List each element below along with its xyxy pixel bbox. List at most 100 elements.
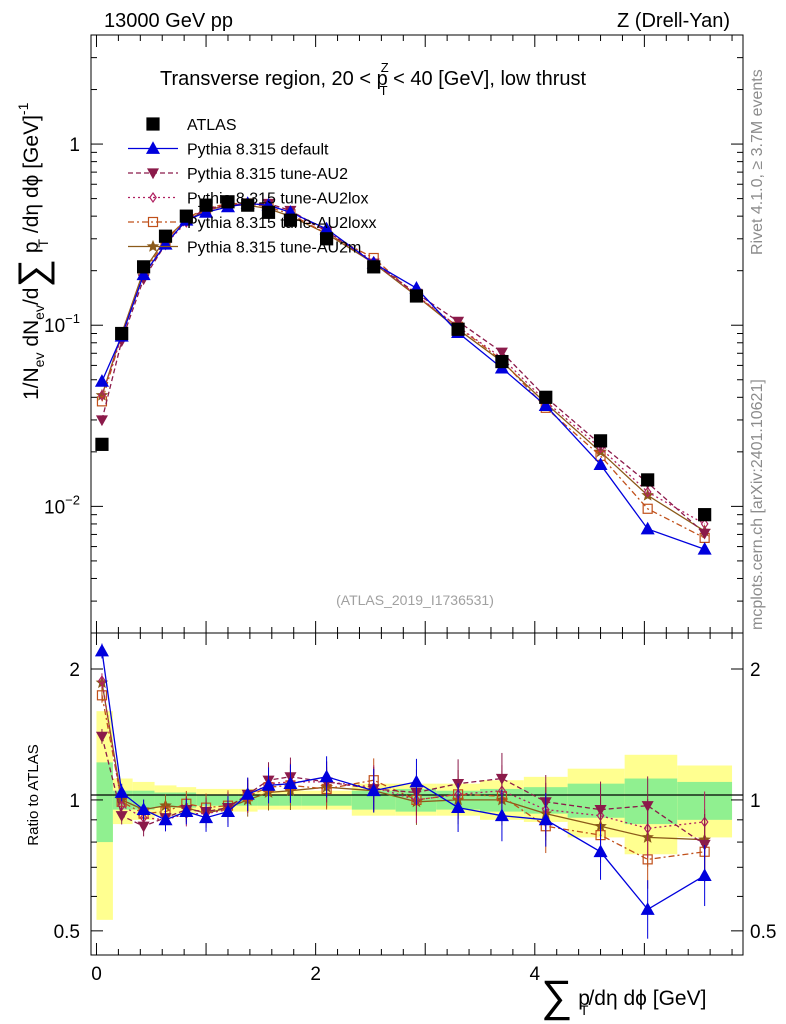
ratio-point-default [640, 902, 655, 915]
ratio-point-default [366, 783, 381, 797]
data-point-au2loxx [642, 503, 653, 514]
legend-entry-default: Pythia 8.315 default [128, 141, 329, 159]
ratio-panel: 0.5 0.5 1 1 2 2 0 2 4 Ratio to ATLAS [25, 632, 776, 985]
data-point-default [640, 521, 655, 535]
main-axis-ticks: 10−2 10−1 1 [44, 34, 743, 634]
ratio-point-default [451, 800, 466, 814]
data-point-au2m [641, 488, 654, 501]
data-point-default [94, 374, 109, 387]
data-point-atlas [221, 195, 235, 209]
legend-entry-au2lox: Pythia 8.315 tune-AU2lox [128, 191, 368, 208]
data-point-atlas [409, 289, 424, 303]
legend-marker-atlas [146, 117, 160, 131]
ratio-point-au2 [137, 821, 150, 833]
legend-marker-default [145, 141, 161, 154]
ratio-point-au2 [594, 805, 607, 816]
x-tick-label: 0 [91, 964, 102, 985]
data-point-atlas [319, 232, 334, 246]
ratio-point-default [136, 802, 151, 816]
ratio-point-default [538, 812, 553, 826]
ratio-point-default [409, 774, 424, 788]
ratio-y-tick-label: 2 [69, 660, 80, 681]
ratio-point-default [261, 778, 276, 791]
data-point-au2 [698, 528, 711, 540]
ratio-point-au2 [698, 839, 711, 851]
ratio-point-default [114, 785, 129, 798]
ratio-point-default [199, 810, 214, 824]
legend-label: ATLAS [187, 117, 237, 134]
data-point-default [593, 457, 608, 471]
legend-marker-au2loxx [147, 216, 159, 228]
data-point-atlas [95, 437, 109, 451]
data-point-atlas [698, 508, 712, 522]
data-point-au2 [95, 415, 108, 427]
data-point-atlas [158, 229, 173, 243]
legend-entry-au2loxx: Pythia 8.315 tune-AU2loxx [128, 215, 376, 232]
ratio-series-default [94, 643, 712, 939]
mcplots-source-label: mcplots.cern.ch [arXiv:2401.10621] [749, 379, 766, 630]
data-point-au2lox [643, 486, 652, 498]
ratio-point-default [494, 808, 509, 822]
main-series-layer [94, 195, 712, 555]
ratio-frame [90, 632, 744, 956]
ratio-point-au2loxx [96, 690, 108, 701]
data-point-default [136, 267, 151, 281]
process-label: Z (Drell-Yan) [617, 10, 730, 32]
data-point-atlas [241, 198, 255, 212]
main-panel: 10−2 10−1 1 Transverse region, 20 < pZ T < … [11, 34, 744, 634]
data-point-atlas [261, 205, 276, 219]
data-point-atlas [199, 198, 213, 212]
legend-entry-au2m: Pythia 8.315 tune-AU2m [128, 240, 361, 257]
ratio-point-default [240, 787, 255, 800]
ratio-y-tick-label-right: 1 [750, 791, 761, 812]
ratio-point-default [697, 868, 712, 881]
main-y-tick-label: 10−2 [44, 492, 80, 518]
data-point-atlas [115, 326, 129, 341]
analysis-watermark: (ATLAS_2019_I1736531) [336, 592, 494, 608]
ratio-point-default [179, 804, 194, 818]
legend-marker-au2lox [149, 191, 157, 204]
ratio-axis-ticks: 0.5 0.5 1 1 2 2 0 2 4 [54, 633, 776, 985]
legend-label: Pythia 8.315 tune-AU2loxx [187, 215, 376, 232]
data-point-atlas [593, 434, 608, 448]
ratio-y-axis-label: Ratio to ATLAS [25, 744, 42, 845]
ratio-point-default [283, 776, 298, 790]
svg-text:∑ pT/dη dϕ [GeV]: ∑ pT/dη dϕ [GeV] [541, 972, 706, 1021]
series-atlas [95, 195, 712, 522]
ratio-y-tick-label: 1 [69, 791, 80, 812]
legend-label: Pythia 8.315 default [187, 142, 329, 159]
ratio-point-default [94, 643, 109, 657]
ratio-point-default [593, 844, 608, 858]
data-point-atlas [136, 260, 151, 274]
legend-label: Pythia 8.315 tune-AU2m [187, 240, 361, 257]
ratio-y-tick-label-right: 0.5 [750, 922, 776, 943]
svg-text:1/Nev dNev/d∑ pT /dη dϕ [GeV]: 1/Nev dNev/d∑ pT /dη dϕ [GeV]-1 [11, 102, 55, 400]
data-point-atlas [451, 322, 465, 336]
data-point-atlas [179, 209, 193, 223]
main-y-tick-label: 10−1 [44, 311, 80, 337]
data-point-au2lox [700, 518, 709, 530]
ratio-point-au2 [495, 773, 508, 785]
ratio-point-au2 [95, 731, 108, 743]
panel-title: Transverse region, 20 < pZ T < 40 [GeV], … [160, 60, 586, 98]
ratio-point-default [158, 812, 173, 826]
band-green-bin [196, 794, 218, 806]
legend-marker-au2m [146, 239, 160, 252]
legend-entry-au2: Pythia 8.315 tune-AU2 [128, 166, 348, 183]
rivet-version-label: Rivet 4.1.0, ≥ 3.7M events [749, 69, 766, 255]
ratio-y-tick-label: 0.5 [54, 922, 80, 943]
energy-label: 13000 GeV pp [104, 10, 233, 32]
legend-marker-au2 [146, 168, 160, 180]
ratio-point-default [220, 804, 235, 818]
data-point-atlas [495, 354, 509, 369]
ratio-series-layer [94, 643, 712, 939]
x-axis-label: ∑ pT/dη dϕ [GeV] [541, 972, 706, 1021]
data-point-au2lox [98, 389, 106, 401]
ratio-point-au2 [641, 801, 654, 812]
band-green-bin [567, 783, 625, 818]
data-point-atlas [641, 473, 655, 487]
x-tick-label: 4 [530, 964, 541, 985]
data-point-au2 [495, 347, 508, 359]
ratio-point-au2lox [98, 675, 106, 687]
